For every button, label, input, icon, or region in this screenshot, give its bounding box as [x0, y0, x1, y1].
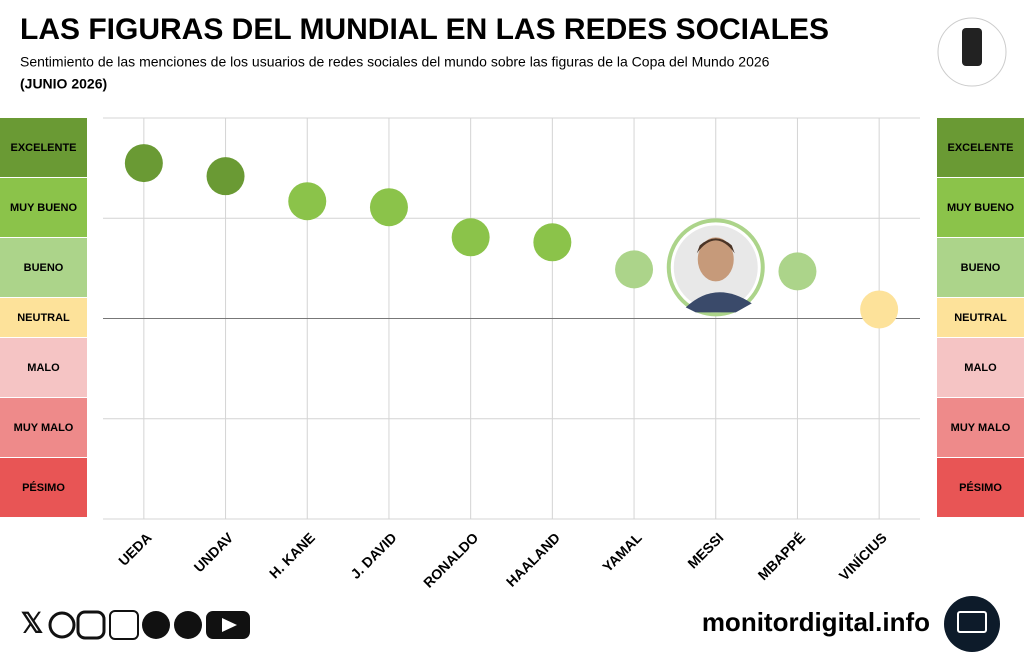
band-label: NEUTRAL	[954, 312, 1007, 324]
subtitle: Sentimiento de las menciones de los usua…	[20, 54, 770, 70]
band-label: NEUTRAL	[17, 312, 70, 324]
band-label: MUY MALO	[14, 422, 74, 434]
icon-facebook	[174, 611, 202, 639]
band	[0, 398, 87, 457]
logo-text: FIFA	[964, 69, 979, 76]
band	[0, 298, 87, 337]
x-tick-label: J. DAVID	[347, 529, 399, 581]
social-icons: 𝕏	[21, 607, 250, 640]
footer-logo	[944, 596, 1000, 652]
band	[0, 338, 87, 397]
player-head	[697, 237, 734, 282]
x-tick-label: HAALAND	[503, 529, 563, 589]
band-label: MALO	[964, 362, 997, 374]
x-tick-label: UEDA	[115, 529, 154, 568]
footer-logo-screen	[957, 611, 987, 633]
dot	[533, 223, 572, 262]
dot	[860, 290, 899, 329]
band	[937, 118, 1024, 177]
band-label: PÉSIMO	[22, 481, 65, 494]
band	[0, 458, 87, 517]
band-label: BUENO	[961, 262, 1001, 274]
band	[0, 118, 87, 177]
dot	[288, 182, 327, 221]
band-label: MUY BUENO	[947, 202, 1014, 214]
player-hair	[696, 238, 735, 254]
footer-logo-circle	[944, 596, 1000, 652]
band-label: EXCELENTE	[947, 142, 1013, 154]
dot	[206, 157, 245, 196]
icon-x: 𝕏	[21, 607, 44, 638]
band-label: MALO	[27, 362, 60, 374]
player-shirt	[685, 292, 752, 313]
band-label: MUY BUENO	[10, 202, 77, 214]
x-tick-label: H. KANE	[266, 529, 318, 581]
logo-cup	[962, 28, 982, 66]
band	[937, 178, 1024, 237]
dot	[615, 250, 654, 289]
icon-reddit	[109, 610, 139, 640]
band	[0, 178, 87, 237]
x-tick-label: MBAPPÉ	[755, 529, 809, 583]
band-label: MUY MALO	[951, 422, 1011, 434]
band	[937, 398, 1024, 457]
logo: FIFA	[937, 17, 1007, 87]
band	[937, 238, 1024, 297]
chart-title: LAS FIGURAS DEL MUNDIAL EN LAS REDES SOC…	[20, 13, 829, 46]
dot	[778, 252, 817, 291]
band	[937, 298, 1024, 337]
x-tick-label: YAMAL	[599, 529, 645, 575]
dot	[451, 218, 490, 257]
band-label: EXCELENTE	[10, 142, 76, 154]
icon-youtube-play	[222, 618, 237, 632]
icon-instagram	[76, 610, 106, 640]
x-tick-label: RONALDO	[420, 529, 481, 590]
icon-threads	[48, 611, 76, 639]
band	[937, 458, 1024, 517]
icon-tiktok	[142, 611, 170, 639]
x-tick-label: UNDAV	[191, 529, 237, 575]
band-label: BUENO	[24, 262, 64, 274]
x-tick-label: VINÍCIUS	[836, 529, 890, 583]
footer: monitordigital.info	[702, 607, 930, 637]
x-tick-label: MESSI	[684, 529, 726, 571]
date: (JUNIO 2026)	[20, 76, 107, 92]
band	[937, 338, 1024, 397]
band-label: PÉSIMO	[959, 481, 1002, 494]
dot	[369, 188, 408, 227]
dot	[124, 144, 163, 183]
band	[0, 238, 87, 297]
